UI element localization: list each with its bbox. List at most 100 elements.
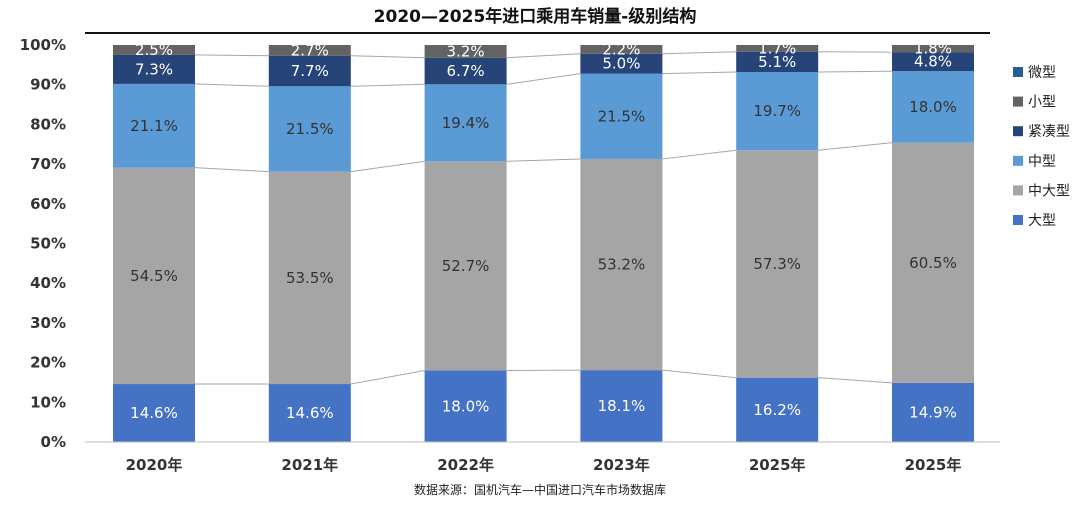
bar-segment [268,384,351,442]
x-axis: 2020年 2021年 2022年 2023年 2025年 2025年 [126,456,962,474]
data-label: 21.5% [598,107,646,125]
bar-segment [268,171,351,385]
data-label: 18.0% [909,98,957,116]
series-line [194,167,269,173]
y-tick-label: 80% [30,115,66,133]
data-label: 14.9% [909,403,957,421]
data-label: 21.1% [130,117,178,135]
bar-segment [268,55,351,87]
bar-segment [736,45,819,52]
x-tick-label: 2020年 [126,456,183,474]
data-label: 14.6% [286,404,334,422]
series-lines [194,51,893,385]
data-label: 2.5% [135,41,173,59]
bar-segment [580,73,663,159]
y-tick-label: 60% [30,195,66,213]
x-tick-label: 2021年 [281,456,338,474]
legend-label: 大型 [1028,213,1056,229]
legend-swatch [1013,126,1023,137]
bar-segment [113,83,195,168]
series-line [662,149,737,160]
bar-segment [580,45,663,54]
bar-segment [113,45,195,55]
series-line [818,377,893,384]
bar-segment [424,161,507,371]
data-label: 53.5% [286,269,334,287]
legend-swatch [1013,67,1023,77]
bar-segment [113,384,195,442]
data-label: 57.3% [753,255,801,273]
data-label: 6.7% [447,62,485,80]
x-tick-label: 2023年 [593,456,650,474]
series-line [350,83,425,87]
y-tick-label: 50% [30,235,66,253]
legend-label: 小型 [1028,95,1056,111]
y-tick-label: 90% [30,76,66,94]
data-label: 52.7% [442,257,490,275]
bar-segment [892,45,974,53]
series-line [194,54,269,57]
data-label: 14.6% [130,404,178,422]
bar-segment [892,52,974,72]
bar-segment [424,57,507,85]
data-label: 7.7% [291,62,329,80]
data-label: 19.7% [753,102,801,120]
y-axis: 0% 10% 20% 30% 40% 50% 60% 70% 80% 90% 100% [20,36,66,451]
bar-segment [268,45,351,56]
x-tick-label: 2025年 [749,456,806,474]
y-tick-label: 100% [20,36,66,54]
data-label: 19.4% [442,114,490,132]
legend-swatch [1013,96,1023,107]
legend-swatch [1013,215,1023,225]
bar-segment [113,54,195,84]
y-tick-label: 0% [41,433,66,451]
series-line [506,73,581,85]
series-line [506,158,581,162]
data-label: 3.2% [447,42,485,60]
data-label: 16.2% [753,401,801,419]
data-label: 18.0% [442,397,490,415]
bar-segment [736,377,819,442]
data-label: 21.5% [286,120,334,138]
y-tick-label: 40% [30,274,66,292]
data-label: 5.1% [758,53,796,71]
y-tick-label: 20% [30,354,66,372]
data-label: 2.7% [291,41,329,59]
series-line [818,142,893,151]
legend-label: 中大型 [1028,183,1070,199]
y-tick-label: 30% [30,314,66,332]
bars [113,45,974,442]
data-label: 54.5% [130,267,178,285]
y-tick-label: 10% [30,393,66,411]
bar-segment [736,51,819,72]
legend-label: 微型 [1028,65,1056,81]
bar-segment [580,158,663,371]
legend-swatch [1013,185,1023,196]
legend-swatch [1013,155,1023,166]
bar-segment [424,45,507,58]
bar-segment [580,53,663,74]
data-label: 18.1% [598,397,646,415]
bar-segment [892,382,974,442]
x-tick-label: 2022年 [437,456,494,474]
series-line [194,83,269,87]
series-line [662,369,737,379]
legend-label: 紧凑型 [1028,123,1070,140]
data-label: 60.5% [909,254,957,272]
bar-segment [268,86,351,172]
series-line [662,51,737,55]
x-tick-label: 2025年 [905,456,962,474]
series-line [350,370,425,385]
series-line [350,55,425,59]
data-label: 2.2% [602,40,640,58]
data-label: 53.2% [598,256,646,274]
y-tick-label: 70% [30,155,66,173]
series-line [350,160,425,173]
source-note: 数据来源：国机汽车—中国进口汽车市场数据库 [414,482,666,497]
bar-segment [892,71,974,143]
series-line [818,70,893,73]
bar-segment [736,71,819,151]
series-line [506,53,581,59]
bar-segment [113,167,195,385]
